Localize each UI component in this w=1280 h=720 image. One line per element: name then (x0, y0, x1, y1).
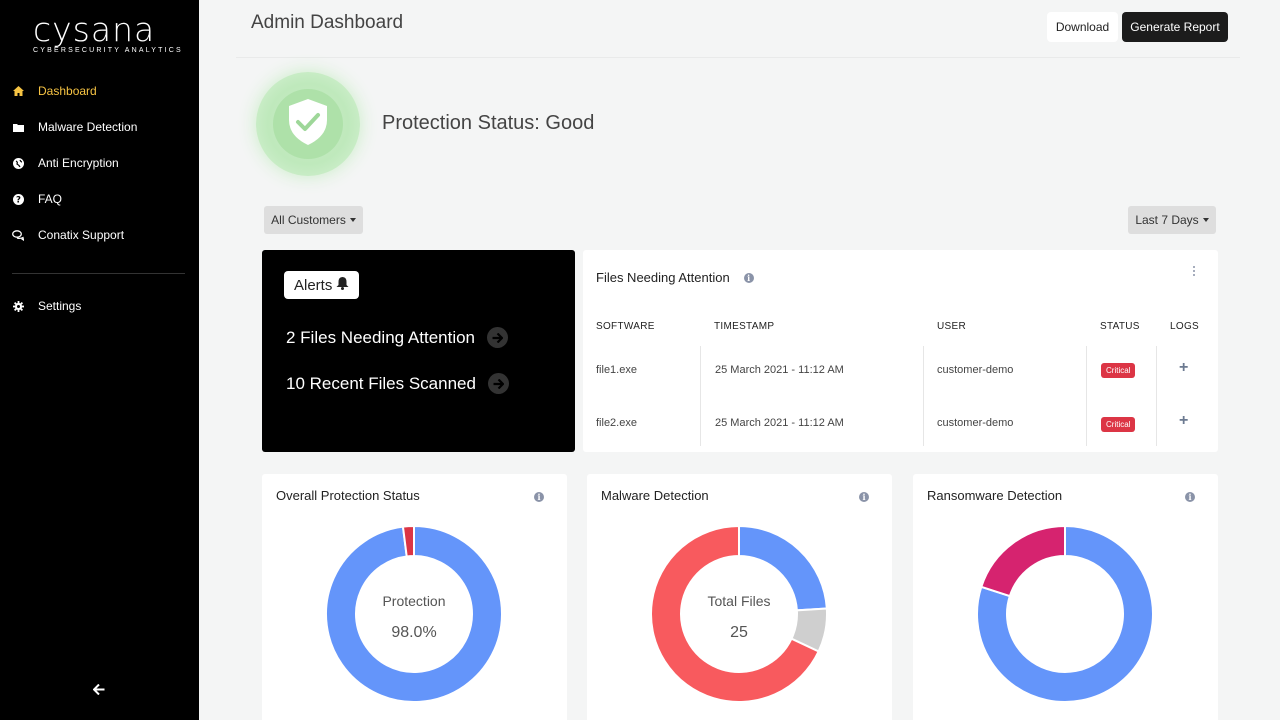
alerts-pill: Alerts (284, 271, 360, 299)
overall-protection-card: Overall Protection Status i Protection 9… (262, 474, 567, 720)
donut-slice[interactable] (980, 526, 1066, 598)
sidebar: cysana CYBERSECURITY ANALYTICS Dashboard… (0, 0, 199, 720)
donut-chart (977, 526, 1153, 702)
alerts-pill-label: Alerts (294, 276, 333, 294)
cell-user: customer-demo (937, 417, 1014, 429)
donut-center-label: Total Files (707, 593, 770, 609)
donut-center-value: 98.0% (391, 624, 436, 641)
sidebar-item-anti-encryption[interactable]: Anti Encryption (0, 151, 199, 175)
date-range-label: Last 7 Days (1135, 213, 1199, 227)
status-badge: Critical (1101, 417, 1136, 432)
alerts-card: Alerts 2 Files Needing Attention 10 Rece… (262, 250, 575, 452)
expand-logs-button[interactable]: + (1179, 412, 1189, 429)
alert-recent-files-scanned[interactable]: 10 Recent Files Scanned (286, 373, 509, 394)
files-needing-attention-card: Files Needing Attention i SOFTWARE TIMES… (583, 250, 1218, 452)
donut-slice[interactable] (977, 526, 1153, 702)
sidebar-item-label: Conatix Support (38, 228, 125, 242)
cell-user: customer-demo (937, 364, 1014, 376)
info-icon[interactable]: i (859, 492, 869, 502)
info-icon[interactable]: i (1185, 492, 1195, 502)
expand-logs-button[interactable]: + (1179, 359, 1189, 376)
protection-status-badge (256, 72, 360, 176)
sidebar-item-malware-detection[interactable]: Malware Detection (0, 115, 199, 139)
more-options-icon[interactable] (1189, 264, 1199, 278)
sidebar-item-label: Malware Detection (38, 120, 138, 134)
sidebar-item-conatix-support[interactable]: Conatix Support (0, 223, 199, 247)
donut-slice[interactable] (651, 526, 820, 702)
chart-title: Overall Protection Status (276, 488, 420, 503)
cell-timestamp: 25 March 2021 - 11:12 AM (715, 364, 844, 376)
ransomware-detection-card: Ransomware Detection i (913, 474, 1218, 720)
info-icon[interactable]: i (534, 492, 544, 502)
sidebar-item-label: Settings (38, 299, 82, 313)
caret-down-icon (349, 218, 356, 222)
column-header-software: SOFTWARE (596, 321, 655, 332)
folder-icon (12, 121, 24, 133)
svg-text:?: ? (16, 195, 21, 204)
collapse-sidebar-button[interactable] (88, 680, 110, 702)
files-card-title: Files Needing Attention i (596, 270, 754, 285)
chat-icon (12, 229, 24, 241)
customer-filter-label: All Customers (271, 213, 346, 227)
globe-icon (12, 157, 24, 169)
shield-check-icon (287, 98, 329, 151)
donut-chart: Protection 98.0% (326, 526, 502, 702)
alert-label: 10 Recent Files Scanned (286, 373, 476, 393)
bell-icon (336, 276, 349, 294)
donut-center-label: Protection (382, 593, 445, 609)
malware-detection-card: Malware Detection i Total Files 25 (587, 474, 892, 720)
page-title: Admin Dashboard (251, 12, 404, 33)
arrow-right-icon (487, 327, 509, 348)
sidebar-divider (12, 273, 185, 274)
cell-timestamp: 25 March 2021 - 11:12 AM (715, 417, 844, 429)
status-badge: Critical (1101, 363, 1136, 378)
gear-icon (12, 300, 24, 312)
header-divider (236, 57, 1240, 58)
donut-center-value: 25 (730, 624, 748, 641)
column-header-logs: LOGS (1170, 321, 1199, 332)
donut-slice[interactable] (326, 526, 502, 702)
chart-title: Ransomware Detection (927, 488, 1063, 503)
info-icon[interactable]: i (743, 272, 754, 283)
alert-label: 2 Files Needing Attention (286, 327, 476, 347)
customer-filter-dropdown[interactable]: All Customers (264, 206, 363, 234)
sidebar-item-label: FAQ (38, 192, 63, 206)
generate-report-button[interactable]: Generate Report (1122, 12, 1228, 42)
sidebar-item-faq[interactable]: ? FAQ (0, 187, 199, 211)
brand-tagline: CYBERSECURITY ANALYTICS (33, 47, 183, 54)
files-card-title-text: Files Needing Attention (596, 270, 730, 285)
chart-title: Malware Detection (601, 488, 709, 503)
alert-files-needing-attention[interactable]: 2 Files Needing Attention (286, 327, 509, 348)
sidebar-item-settings[interactable]: Settings (0, 294, 199, 318)
question-circle-icon: ? (12, 193, 24, 205)
sidebar-item-label: Anti Encryption (38, 156, 119, 170)
date-range-dropdown[interactable]: Last 7 Days (1128, 206, 1216, 234)
brand-logo[interactable]: cysana CYBERSECURITY ANALYTICS (33, 10, 183, 58)
download-button[interactable]: Download (1047, 12, 1118, 42)
column-header-timestamp: TIMESTAMP (714, 321, 775, 332)
protection-status-text: Protection Status: Good (382, 112, 595, 134)
column-header-status: STATUS (1100, 321, 1140, 332)
column-header-user: USER (937, 321, 966, 332)
cell-software: file2.exe (596, 417, 637, 429)
caret-down-icon (1202, 218, 1209, 222)
donut-slice[interactable] (401, 526, 415, 558)
home-icon (12, 85, 24, 97)
donut-chart: Total Files 25 (651, 526, 827, 702)
sidebar-item-dashboard[interactable]: Dashboard (0, 79, 199, 103)
brand-wordmark: cysana (33, 10, 156, 49)
cell-software: file1.exe (596, 364, 637, 376)
arrow-right-icon (487, 373, 509, 394)
arrow-left-icon (92, 682, 105, 700)
sidebar-item-label: Dashboard (38, 84, 97, 98)
